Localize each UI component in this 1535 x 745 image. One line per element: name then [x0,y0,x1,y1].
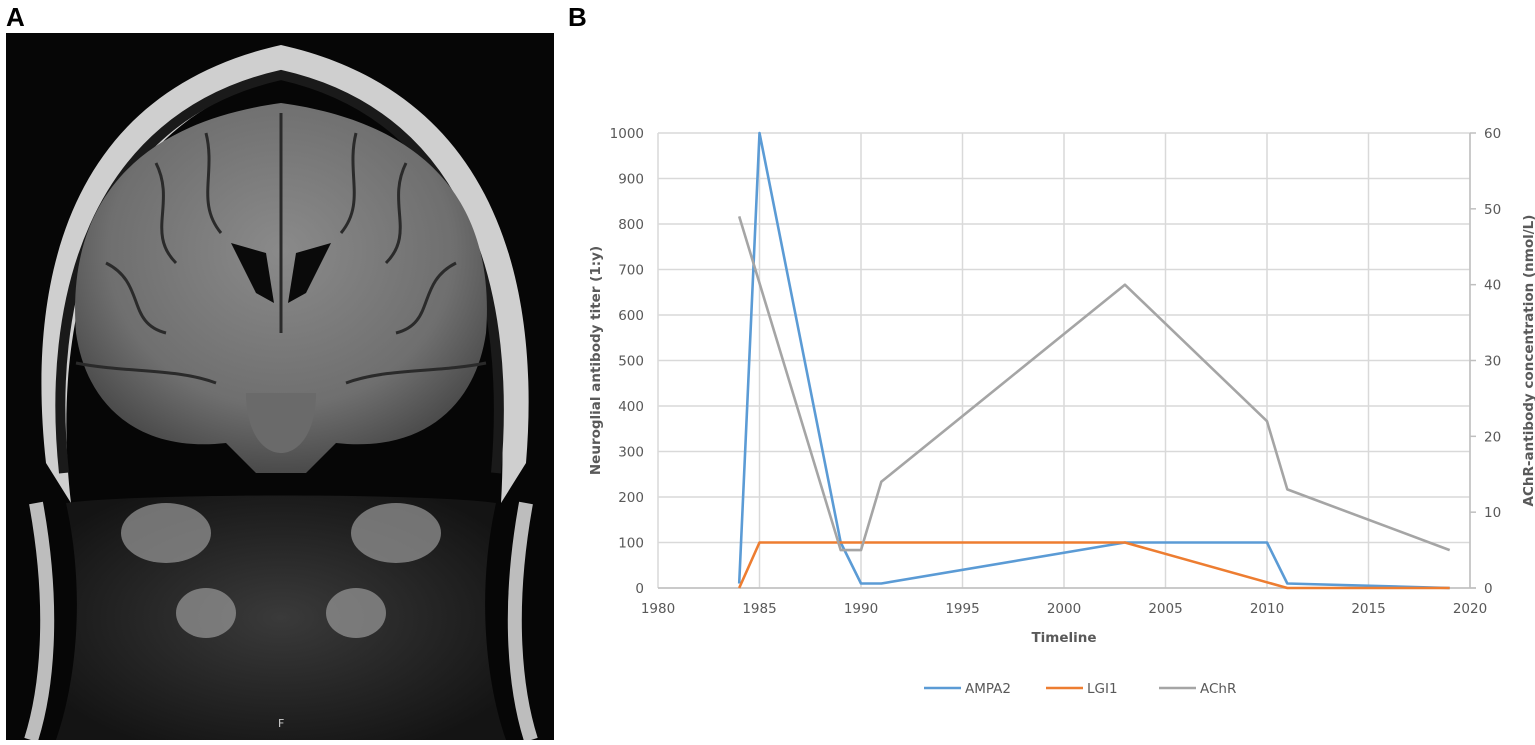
x-tick-label: 1990 [844,601,878,617]
y-tick-label: 200 [618,490,644,506]
x-axis-title: Timeline [1031,630,1096,646]
series-line-ampa2 [737,131,1450,590]
y2-tick-label: 40 [1484,278,1501,294]
mri-image: F [6,33,554,740]
y-tick-label: 0 [635,581,644,597]
y2-tick-label: 20 [1484,429,1501,445]
legend-label-achr: AChR [1200,681,1236,697]
legend-label-ampa2: AMPA2 [965,681,1011,697]
y-tick-label: 300 [618,445,644,461]
y-tick-label: 1000 [610,126,644,142]
y-tick-label: 400 [618,399,644,415]
y-tick-label: 800 [618,217,644,233]
y2-tick-label: 30 [1484,354,1501,370]
x-tick-label: 2000 [1047,601,1081,617]
panel-label-b: B [568,2,587,32]
mri-orientation-marker: F [278,717,285,730]
legend-label-lgi1: LGI1 [1087,681,1118,697]
y-tick-label: 100 [618,536,644,552]
x-tick-label: 2005 [1148,601,1182,617]
y-tick-label: 500 [618,354,644,370]
x-tick-label: 2015 [1351,601,1385,617]
y2-tick-label: 60 [1484,126,1501,142]
y2-tick-label: 10 [1484,505,1501,521]
x-tick-label: 1980 [641,601,675,617]
mri-illustration [6,33,554,740]
y2-tick-label: 50 [1484,202,1501,218]
y2-tick-label: 0 [1484,581,1493,597]
line-chart: 0 100 200 300 400 500 600 700 800 900 1000 1980 1985… [560,40,1535,745]
y2-axis-title: AChR-antibody concentration (nmol/L) [1521,215,1535,507]
series-line-achr [737,216,1451,552]
y-axis-title: Neuroglial antibody titer (1:y) [588,246,604,475]
x-tick-label: 1995 [945,601,979,617]
x-tick-label: 1985 [742,601,776,617]
x-tick-label: 2020 [1453,601,1487,617]
panel-label-a: A [6,2,25,32]
x-tick-label: 2010 [1250,601,1284,617]
y-tick-label: 900 [618,172,644,188]
y-tick-label: 600 [618,308,644,324]
y-tick-label: 700 [618,263,644,279]
series-line-lgi1 [738,541,1450,590]
